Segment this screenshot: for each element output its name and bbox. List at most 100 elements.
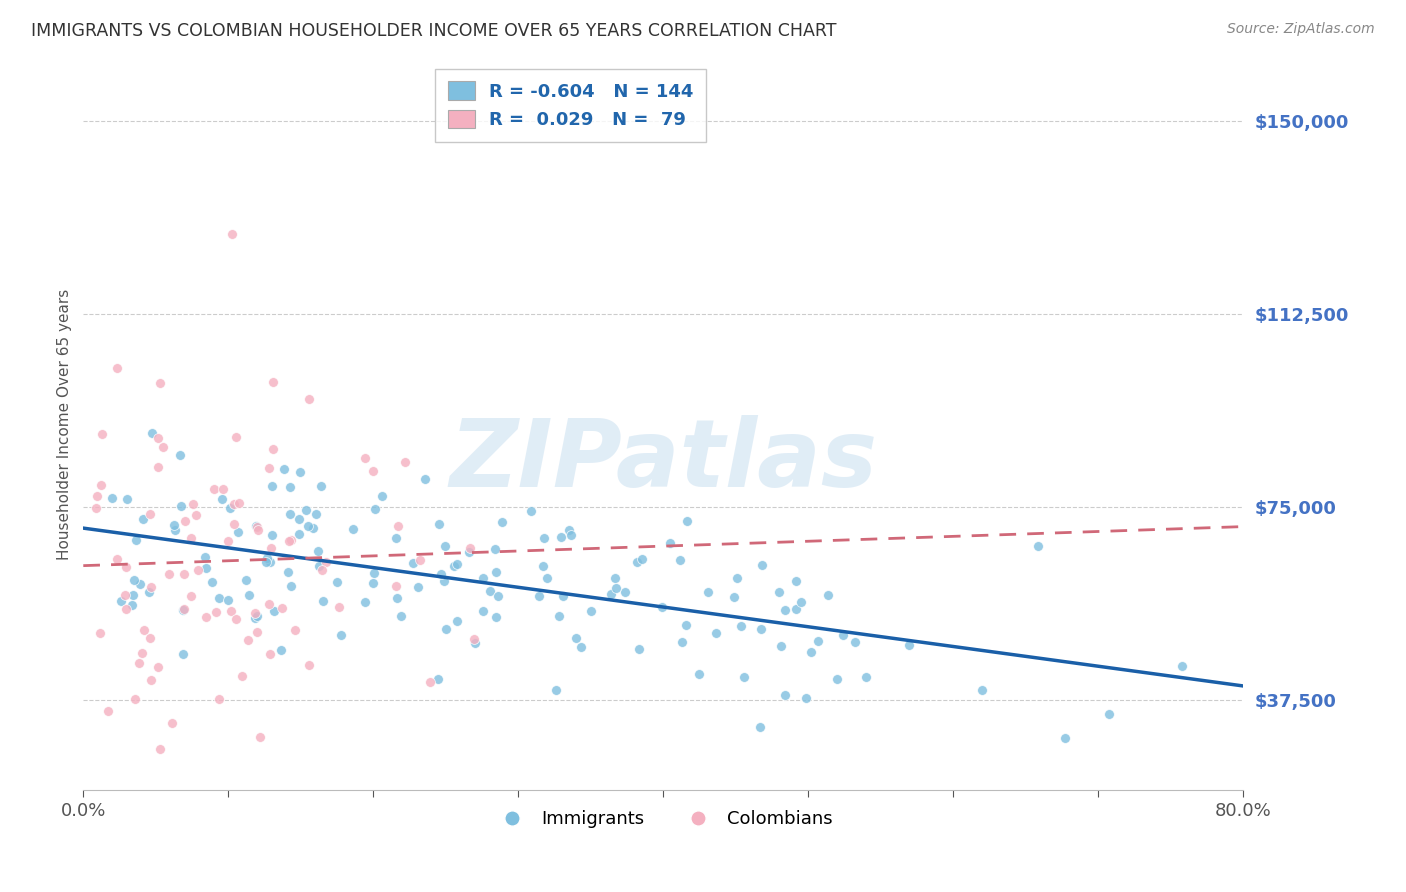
Point (533, 531, 555, 545)
Point (280, 579, 302, 593)
Point (91, 427, 114, 442)
Point (217, 534, 239, 549)
Point (146, 660, 169, 674)
Point (97, 704, 120, 718)
Point (245, 611, 267, 625)
Point (328, 599, 350, 614)
Point (364, 501, 387, 516)
Point (1098, 707, 1121, 722)
Point (211, 492, 233, 507)
Point (817, 588, 839, 602)
Point (90, 478, 112, 492)
Point (114, 588, 136, 602)
Point (548, 608, 571, 623)
Point (770, 639, 793, 653)
Point (295, 503, 318, 517)
Point (773, 603, 796, 617)
Point (443, 559, 465, 574)
Point (235, 573, 257, 587)
Point (855, 670, 877, 684)
Point (148, 460, 170, 475)
Point (558, 523, 581, 537)
Point (527, 589, 550, 603)
Point (132, 623, 155, 637)
Point (354, 595, 377, 609)
Point (464, 636, 486, 650)
Point (402, 557, 425, 571)
Point (311, 479, 333, 493)
Point (84, 501, 107, 516)
Point (484, 541, 506, 556)
Point (259, 555, 281, 569)
Text: IMMIGRANTS VS COLOMBIAN HOUSEHOLDER INCOME OVER 65 YEARS CORRELATION CHART: IMMIGRANTS VS COLOMBIAN HOUSEHOLDER INCO… (31, 22, 837, 40)
Point (384, 532, 406, 546)
Point (385, 591, 408, 606)
Point (800, 645, 823, 659)
Point (124, 691, 146, 706)
Point (785, 574, 807, 589)
Point (298, 658, 321, 673)
Text: ZIPatlas: ZIPatlas (450, 416, 877, 508)
Point (114, 602, 136, 616)
Point (180, 531, 202, 545)
Point (478, 584, 501, 599)
Point (107, 551, 129, 566)
Point (243, 607, 266, 621)
Point (569, 640, 592, 655)
Point (463, 632, 485, 647)
Point (208, 591, 231, 605)
Point (749, 622, 772, 636)
Point (236, 632, 259, 647)
Point (536, 571, 558, 585)
Point (675, 514, 697, 528)
Point (342, 522, 364, 536)
Point (297, 518, 319, 533)
Point (212, 482, 235, 496)
Point (785, 602, 807, 616)
Point (231, 669, 253, 683)
Point (204, 605, 226, 619)
Point (457, 545, 479, 559)
Point (187, 563, 209, 577)
Point (148, 431, 170, 445)
Point (434, 622, 457, 636)
Point (307, 544, 329, 558)
Point (419, 675, 441, 690)
Point (256, 551, 278, 566)
Point (471, 571, 494, 585)
Point (749, 720, 772, 734)
Point (115, 491, 138, 506)
Point (312, 594, 335, 608)
Point (157, 566, 180, 581)
Point (278, 534, 301, 549)
Point (413, 473, 436, 487)
Point (278, 508, 301, 522)
Point (605, 581, 627, 595)
Point (426, 672, 449, 686)
Legend: Immigrants, Colombians: Immigrants, Colombians (486, 803, 839, 836)
Point (131, 646, 153, 660)
Point (224, 497, 246, 511)
Point (668, 553, 690, 567)
Point (194, 549, 217, 564)
Point (122, 588, 145, 602)
Point (184, 508, 207, 523)
Point (491, 515, 513, 529)
Point (675, 618, 697, 632)
Point (600, 586, 623, 600)
Point (249, 730, 271, 744)
Point (363, 566, 385, 580)
Point (89, 626, 111, 640)
Point (131, 512, 153, 526)
Point (169, 448, 191, 462)
Point (245, 609, 267, 624)
Point (262, 479, 284, 493)
Point (807, 634, 830, 648)
Point (371, 489, 394, 503)
Point (208, 692, 231, 706)
Point (725, 570, 748, 584)
Point (302, 521, 325, 535)
Point (121, 598, 143, 612)
Point (202, 482, 225, 496)
Point (219, 501, 242, 516)
